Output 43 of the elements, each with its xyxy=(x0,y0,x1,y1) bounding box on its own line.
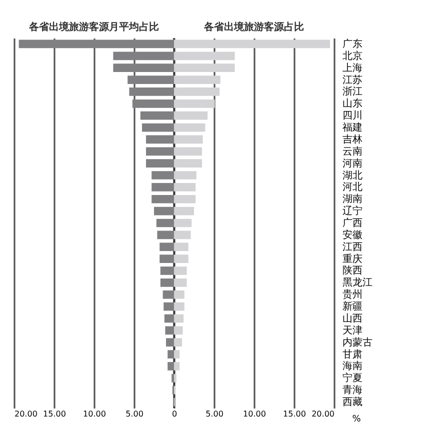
y-tick-label: 安徽 xyxy=(342,228,362,241)
y-tick-label: 西藏 xyxy=(342,396,362,408)
y-tick-label: 上海 xyxy=(342,62,362,74)
y-tick-label: 江西 xyxy=(342,240,362,253)
y-tick-label: 青海 xyxy=(342,384,362,396)
y-tick-label: 黑龙江 xyxy=(342,276,372,289)
y-tick-label: 浙江 xyxy=(342,86,362,98)
y-tick-label: 广西 xyxy=(342,217,362,229)
y-tick-label: 江苏 xyxy=(342,74,362,86)
x-axis-title: % xyxy=(352,414,362,424)
y-tick-label: 北京 xyxy=(342,50,362,62)
x-tick-label: 10.00 xyxy=(243,410,266,418)
x-tick-label: 20.00 xyxy=(14,410,38,418)
y-tick-label: 贵州 xyxy=(342,288,362,301)
x-tick-label: 15.00 xyxy=(283,410,306,418)
y-tick-label: 河北 xyxy=(342,181,362,194)
y-tick-label: 天津 xyxy=(342,324,362,336)
series-label: 各省出境旅游客源占比 xyxy=(203,21,304,33)
y-tick-label: 山东 xyxy=(342,98,362,110)
y-tick-label: 甘肃 xyxy=(342,348,362,360)
y-tick-label: 新疆 xyxy=(342,300,362,313)
y-tick-label: 海南 xyxy=(342,360,362,372)
x-tick-label: 5.00 xyxy=(126,410,144,418)
y-tick-label: 陕西 xyxy=(342,264,362,277)
y-tick-label: 宁夏 xyxy=(342,372,362,384)
y-tick-label: 内蒙古 xyxy=(342,336,372,348)
y-tick-label: 福建 xyxy=(342,122,362,134)
y-tick-label: 四川 xyxy=(342,110,362,122)
y-tick-label: 云南 xyxy=(342,145,362,158)
y-tick-label: 河南 xyxy=(342,157,362,170)
x-tick-label: 5.00 xyxy=(206,410,224,418)
x-tick-label: 15.00 xyxy=(43,410,66,418)
x-tick-label: 20.00 xyxy=(312,410,334,418)
series-label: 各省出境旅游客源月平均占比 xyxy=(28,21,159,33)
x-tick-label: 0 xyxy=(172,410,178,418)
y-tick-label: 山西 xyxy=(342,312,362,324)
y-tick-label: 辽宁 xyxy=(342,205,362,218)
y-tick-label: 吉林 xyxy=(342,133,362,146)
y-tick-label: 重庆 xyxy=(342,252,362,265)
y-tick-label: 广东 xyxy=(342,38,362,50)
x-tick-label: 10.00 xyxy=(83,410,106,418)
y-tick-label: 湖北 xyxy=(342,169,362,182)
y-tick-label: 湖南 xyxy=(342,193,362,206)
